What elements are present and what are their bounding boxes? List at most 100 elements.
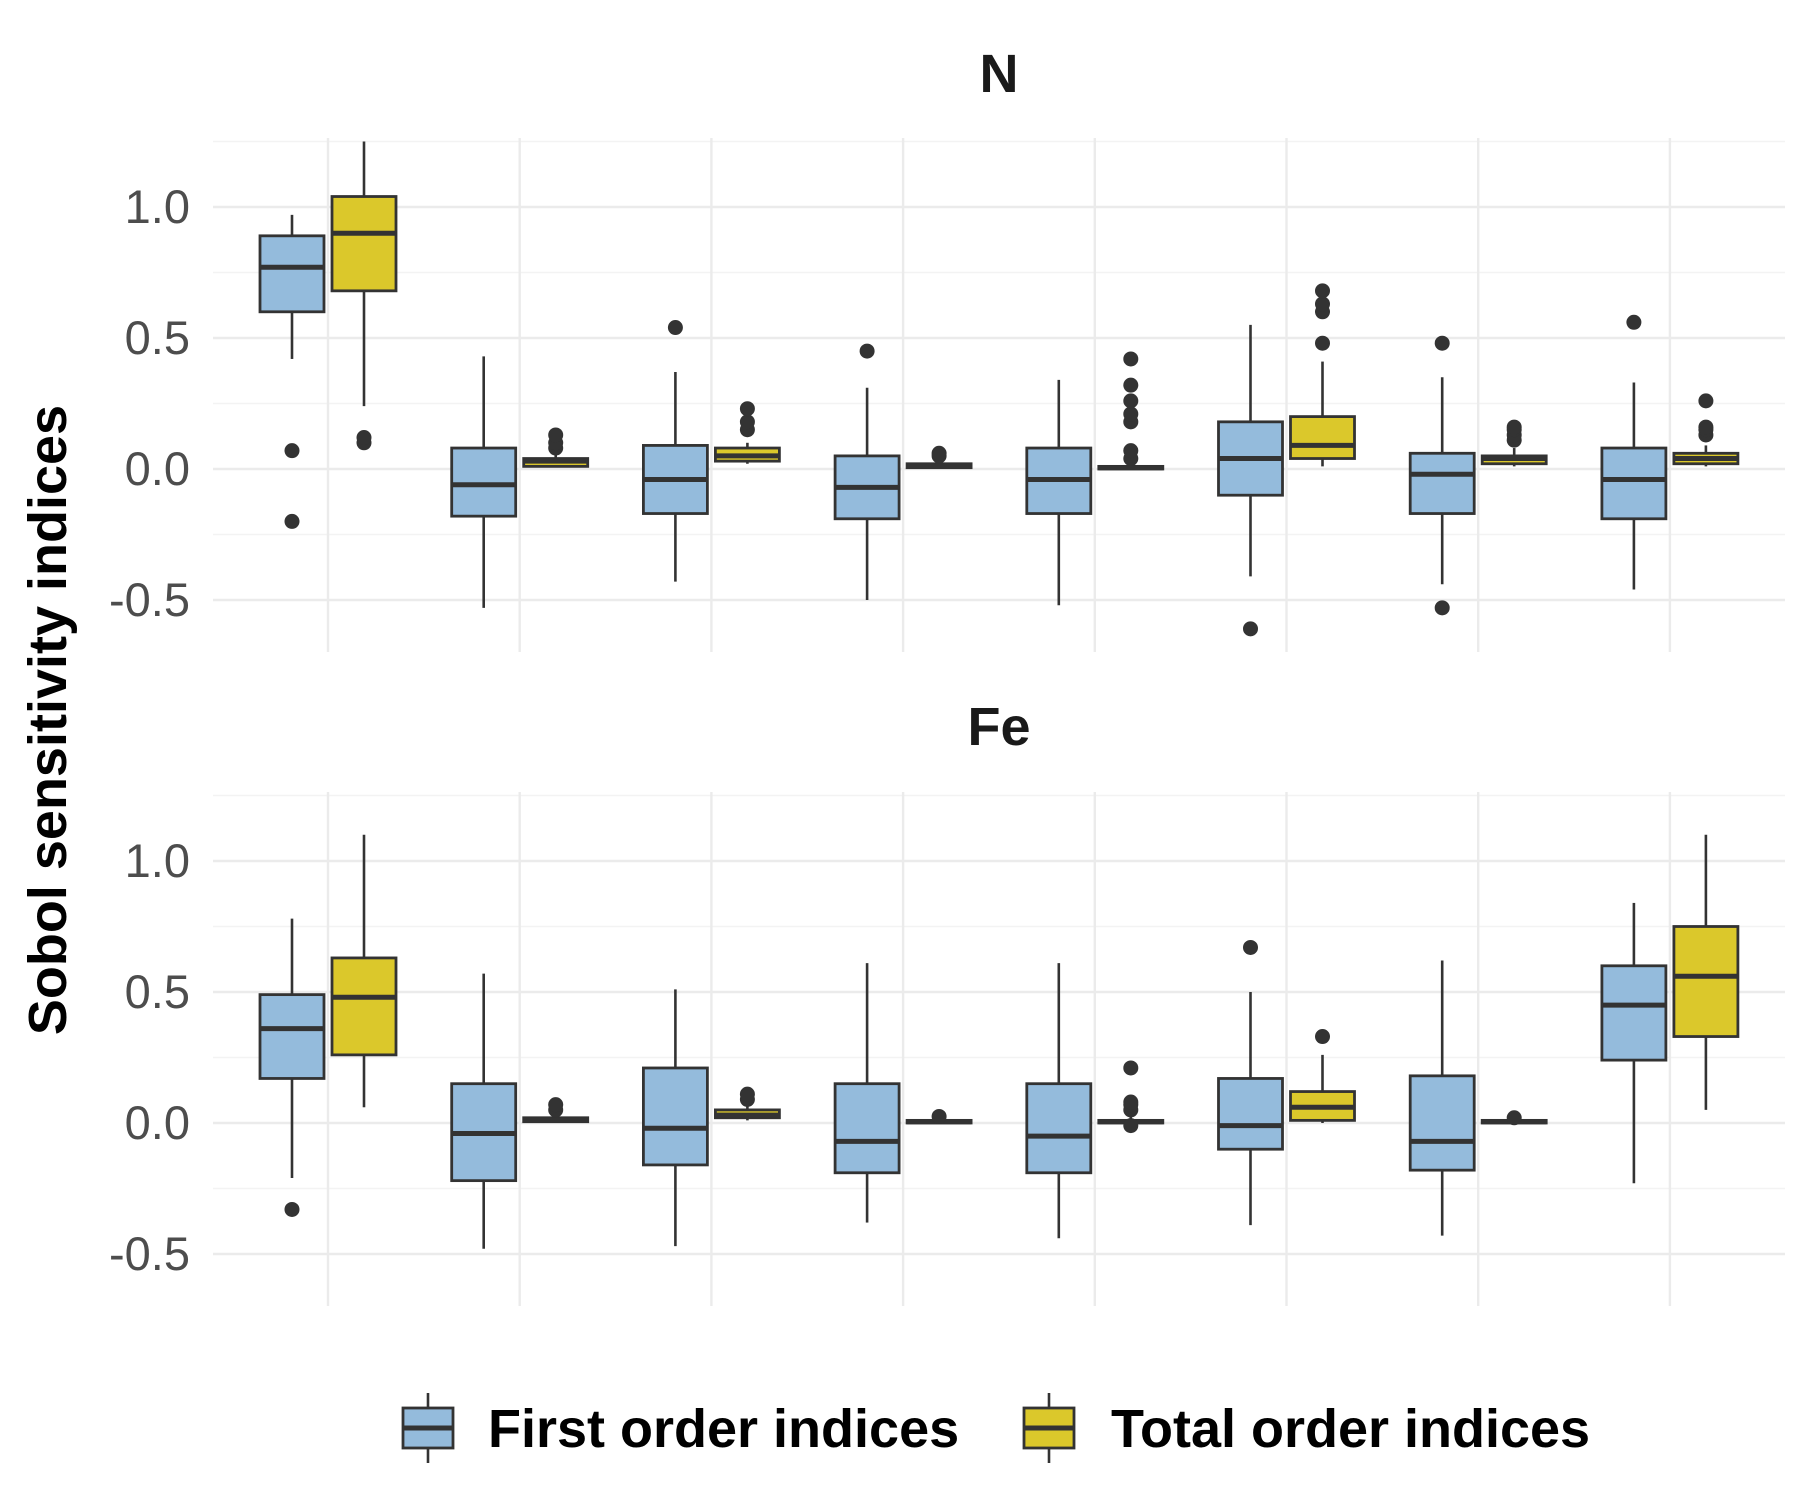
- box-total-order: [1480, 1110, 1548, 1126]
- iqr-box: [1408, 451, 1476, 515]
- outlier-point: [739, 1086, 755, 1102]
- box-first-order: [833, 963, 901, 1223]
- box-first-order: [1408, 335, 1476, 616]
- outlier-point: [548, 1097, 564, 1113]
- legend-label: First order indices: [488, 1399, 959, 1459]
- box-total-order: [1097, 1060, 1165, 1134]
- facet-title: Fe: [967, 697, 1030, 757]
- iqr-box: [1600, 964, 1668, 1062]
- box-first-order: [1025, 379, 1093, 606]
- box-total-order: [1672, 393, 1740, 467]
- box-first-order: [1025, 963, 1093, 1239]
- outlier-point: [1506, 1110, 1522, 1126]
- iqr-box: [833, 1082, 901, 1175]
- facet-panel-n: -0.5 0.0 0.5 1.0 N: [109, 44, 1785, 652]
- outlier-point: [1123, 406, 1139, 422]
- outlier-point: [284, 513, 300, 529]
- y-tick-label: 1.0: [125, 180, 190, 233]
- outlier-point: [859, 343, 875, 359]
- outlier-point: [356, 430, 372, 446]
- outlier-point: [1123, 443, 1139, 459]
- outlier-point: [1506, 419, 1522, 435]
- outlier-point: [667, 320, 683, 336]
- outlier-point: [1123, 1094, 1139, 1110]
- box-first-order: [1600, 314, 1668, 590]
- y-tick-label: 0.5: [125, 311, 190, 364]
- outlier-point: [1315, 335, 1330, 351]
- box-total-order: [330, 834, 398, 1108]
- box-first-order: [1600, 902, 1668, 1184]
- outlier-point: [1123, 377, 1139, 393]
- outlier-point: [1315, 1029, 1330, 1045]
- box-total-order: [714, 1086, 781, 1121]
- facet-panel-fe: -0.5 0.0 0.5 1.0 Fe: [109, 697, 1785, 1306]
- outlier-point: [1123, 1118, 1139, 1134]
- outlier-point: [1315, 283, 1330, 299]
- iqr-box: [1217, 1077, 1284, 1151]
- facet-title: N: [980, 44, 1019, 104]
- outlier-point: [284, 1201, 300, 1217]
- legend-total-order: Total order indices: [1022, 1393, 1590, 1463]
- outlier-point: [1698, 419, 1714, 435]
- box-first-order: [450, 973, 518, 1249]
- y-tick-label: -0.5: [109, 1227, 190, 1280]
- box-first-order: [258, 918, 326, 1217]
- facet-panels: -0.5 0.0 0.5 1.0 N -0.5 0.0 0.5 1.0 Fe: [109, 44, 1785, 1306]
- legend: First order indices Total order indices: [401, 1393, 1590, 1463]
- outlier-point: [931, 1108, 947, 1124]
- box-first-order: [642, 320, 709, 582]
- iqr-box: [1025, 1082, 1093, 1175]
- iqr-box: [642, 1066, 709, 1167]
- y-axis-title: Sobol sensitivity indices: [18, 405, 78, 1035]
- y-tick-label: 1.0: [125, 834, 190, 887]
- iqr-box: [258, 993, 326, 1080]
- box-total-order: [522, 427, 590, 468]
- box-total-order: [1289, 1029, 1356, 1123]
- box-first-order: [258, 214, 326, 529]
- iqr-box: [1289, 415, 1356, 460]
- box-total-order: [1289, 283, 1356, 467]
- box-total-order: [1480, 419, 1548, 467]
- outlier-point: [1626, 314, 1642, 330]
- box-first-order: [1408, 960, 1476, 1236]
- outlier-point: [284, 443, 300, 459]
- box-first-order: [450, 356, 518, 608]
- box-total-order: [522, 1097, 590, 1124]
- y-tick-label: 0.0: [125, 1096, 190, 1149]
- iqr-box: [330, 195, 398, 293]
- box-total-order: [330, 141, 398, 451]
- outlier-point: [1123, 351, 1139, 367]
- y-tick-label: 0.0: [125, 442, 190, 495]
- box-total-order: [1672, 834, 1740, 1110]
- outlier-point: [1243, 939, 1258, 955]
- box-total-order: [905, 445, 973, 470]
- outlier-point: [548, 427, 564, 443]
- outlier-point: [739, 414, 755, 430]
- iqr-box: [258, 234, 326, 314]
- outlier-point: [1698, 393, 1714, 409]
- iqr-box: [1408, 1074, 1476, 1172]
- outlier-point: [1123, 1060, 1139, 1076]
- iqr-box: [450, 446, 518, 518]
- outlier-point: [1315, 296, 1330, 312]
- outlier-point: [739, 401, 755, 417]
- legend-label: Total order indices: [1111, 1399, 1590, 1459]
- box-first-order: [1217, 324, 1284, 637]
- outlier-point: [1243, 621, 1258, 637]
- y-tick-label: -0.5: [109, 573, 190, 626]
- outlier-point: [1434, 335, 1450, 351]
- box-total-order: [714, 401, 781, 464]
- outlier-point: [1123, 393, 1139, 409]
- y-tick-label: 0.5: [125, 965, 190, 1018]
- legend-first-order: First order indices: [401, 1393, 959, 1463]
- iqr-box: [1672, 925, 1740, 1038]
- iqr-box: [330, 956, 398, 1057]
- box-total-order: [1097, 351, 1165, 471]
- outlier-point: [1434, 600, 1450, 616]
- box-first-order: [1217, 939, 1284, 1226]
- box-first-order: [833, 343, 901, 600]
- outlier-point: [931, 445, 947, 461]
- box-first-order: [642, 989, 709, 1247]
- iqr-box: [1600, 446, 1668, 521]
